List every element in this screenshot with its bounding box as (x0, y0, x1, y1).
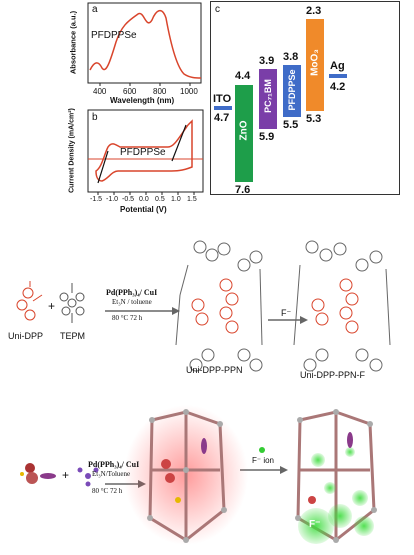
panel-a-xtick-1000: 1000 (180, 87, 198, 96)
pcbm-bar: PC₇₁BM (259, 69, 277, 129)
zno-bar: ZnO (235, 85, 253, 182)
panel-c-energy-levels: c ITO 4.7 4.4 ZnO 7.6 3.9 PC₇₁BM 5.9 3.8… (210, 1, 400, 196)
panel-b-xlabel: Potential (V) (120, 205, 167, 214)
cage-1-dyes (161, 438, 207, 503)
scheme-1-drawing (16, 240, 391, 372)
cage-plus-sign: + (62, 468, 70, 482)
zno-top: 4.4 (235, 70, 251, 82)
fluoride-ion-label: F⁻ (309, 519, 321, 530)
panel-b-xtick: 0.0 (139, 196, 149, 203)
panel-a-ylabel: Absorbance (a.u.) (68, 10, 78, 75)
cage-condition-1: Pd(PPh₃)₄/ CuI (88, 460, 140, 469)
dye-monomer (20, 463, 56, 484)
pcbm-top: 3.9 (259, 55, 275, 67)
scheme-2: + Pd(PPh₃)₄/ CuI Et₃N/Toluene 80 °C 72 h… (0, 390, 414, 550)
cage-2-nodes (295, 409, 377, 543)
panel-b-xtick: 0.5 (155, 196, 165, 203)
panel-b-xtick: -1.5 (90, 196, 103, 203)
zno-bottom: 7.6 (235, 184, 251, 196)
condition-line-3: 80 °C 72 h (112, 314, 143, 322)
ag-value: 4.2 (330, 81, 346, 93)
ito-value: 4.7 (214, 112, 230, 124)
fluoride-arrow-label: F⁻ (281, 308, 292, 318)
panel-a-xtick-800: 800 (153, 87, 167, 96)
cage-condition-3: 80 °C 72 h (92, 487, 123, 495)
panel-a-xlabel: Wavelength (nm) (110, 96, 175, 105)
pfdppse-label: PFDPPSe (287, 69, 297, 111)
pfdppse-bottom: 5.5 (283, 119, 299, 131)
panel-b-xtick: 1.5 (187, 196, 197, 203)
uni-dpp-molecule (16, 281, 43, 321)
cage-2-fluoride-glows (298, 447, 374, 544)
cv-plot (87, 109, 204, 195)
panel-b-cv: b PFDPPSe -1.5 -1.0 -0.5 0.0 0.5 1.0 1.5… (58, 107, 208, 217)
scheme-2-drawing (20, 405, 377, 545)
ito-level (214, 106, 232, 110)
ppn-network-1 (175, 240, 263, 372)
zno-label: ZnO (238, 120, 250, 141)
panel-b-tag: b (92, 112, 98, 123)
moo3-bottom: 5.3 (306, 113, 322, 125)
panel-a-xtick-400: 400 (93, 87, 107, 96)
scheme-1: Uni-DPP + TEPM Pd(PPh₃)₄/ CuI Et₃N / tol… (0, 205, 414, 385)
ppn-network-2 (293, 240, 391, 372)
linker-monomer (77, 467, 99, 487)
panel-b-xtick: -0.5 (122, 196, 135, 203)
condition-line-1: Pd(PPh₃)₄/ CuI (106, 288, 158, 297)
fluoride-ion-arrow-label: F⁻ ion (252, 456, 275, 465)
pfdppse-bar: PFDPPSe (283, 65, 301, 117)
panel-b-ylabel: Current Density (mA/cm²) (68, 108, 76, 193)
panel-b-legend: PFDPPSe (120, 147, 166, 158)
cage-condition-2: Et₃N/Toluene (92, 470, 131, 478)
moo3-top: 2.3 (306, 5, 322, 17)
ito-label: ITO (213, 93, 232, 105)
panel-c-tag: c (215, 4, 220, 15)
absorbance-curve (89, 9, 202, 79)
ag-level (329, 74, 347, 78)
fluoride-ion-icon (259, 447, 265, 453)
panel-b-xtick: -1.0 (106, 196, 119, 203)
condition-line-2: Et₃N / toluene (112, 298, 152, 306)
tepm-molecule (59, 283, 85, 323)
panel-a-xtick-600: 600 (123, 87, 137, 96)
panel-a-legend: PFDPPSe (91, 30, 137, 41)
cage-2-dyes (308, 432, 353, 504)
plus-sign: + (48, 299, 56, 313)
ag-label: Ag (330, 60, 345, 72)
pfdppse-top: 3.8 (283, 51, 299, 63)
uni-dpp-label: Uni-DPP (8, 331, 44, 341)
panel-b-xtick: 1.0 (171, 196, 181, 203)
ppn-network-2-dpp (311, 278, 359, 334)
tepm-label: TEPM (60, 331, 86, 341)
panel-a-tag: a (92, 4, 98, 15)
cv-curve (95, 119, 193, 182)
ppn-network-1-dpp (191, 278, 239, 334)
uni-dpp-ppn-f-label: Uni-DPP-PPN-F (300, 370, 366, 380)
moo3-label: MoO₃ (309, 49, 321, 76)
pcbm-bottom: 5.9 (259, 131, 275, 143)
absorbance-plot (87, 2, 202, 86)
cage-1-nodes (147, 409, 227, 543)
pcbm-label: PC₇₁BM (263, 79, 273, 113)
moo3-bar: MoO₃ (306, 19, 324, 111)
uni-dpp-ppn-label: Uni-DPP-PPN (186, 365, 243, 375)
panel-a-absorbance: a PFDPPSe 400 600 800 1000 Wavelength (n… (58, 0, 206, 105)
